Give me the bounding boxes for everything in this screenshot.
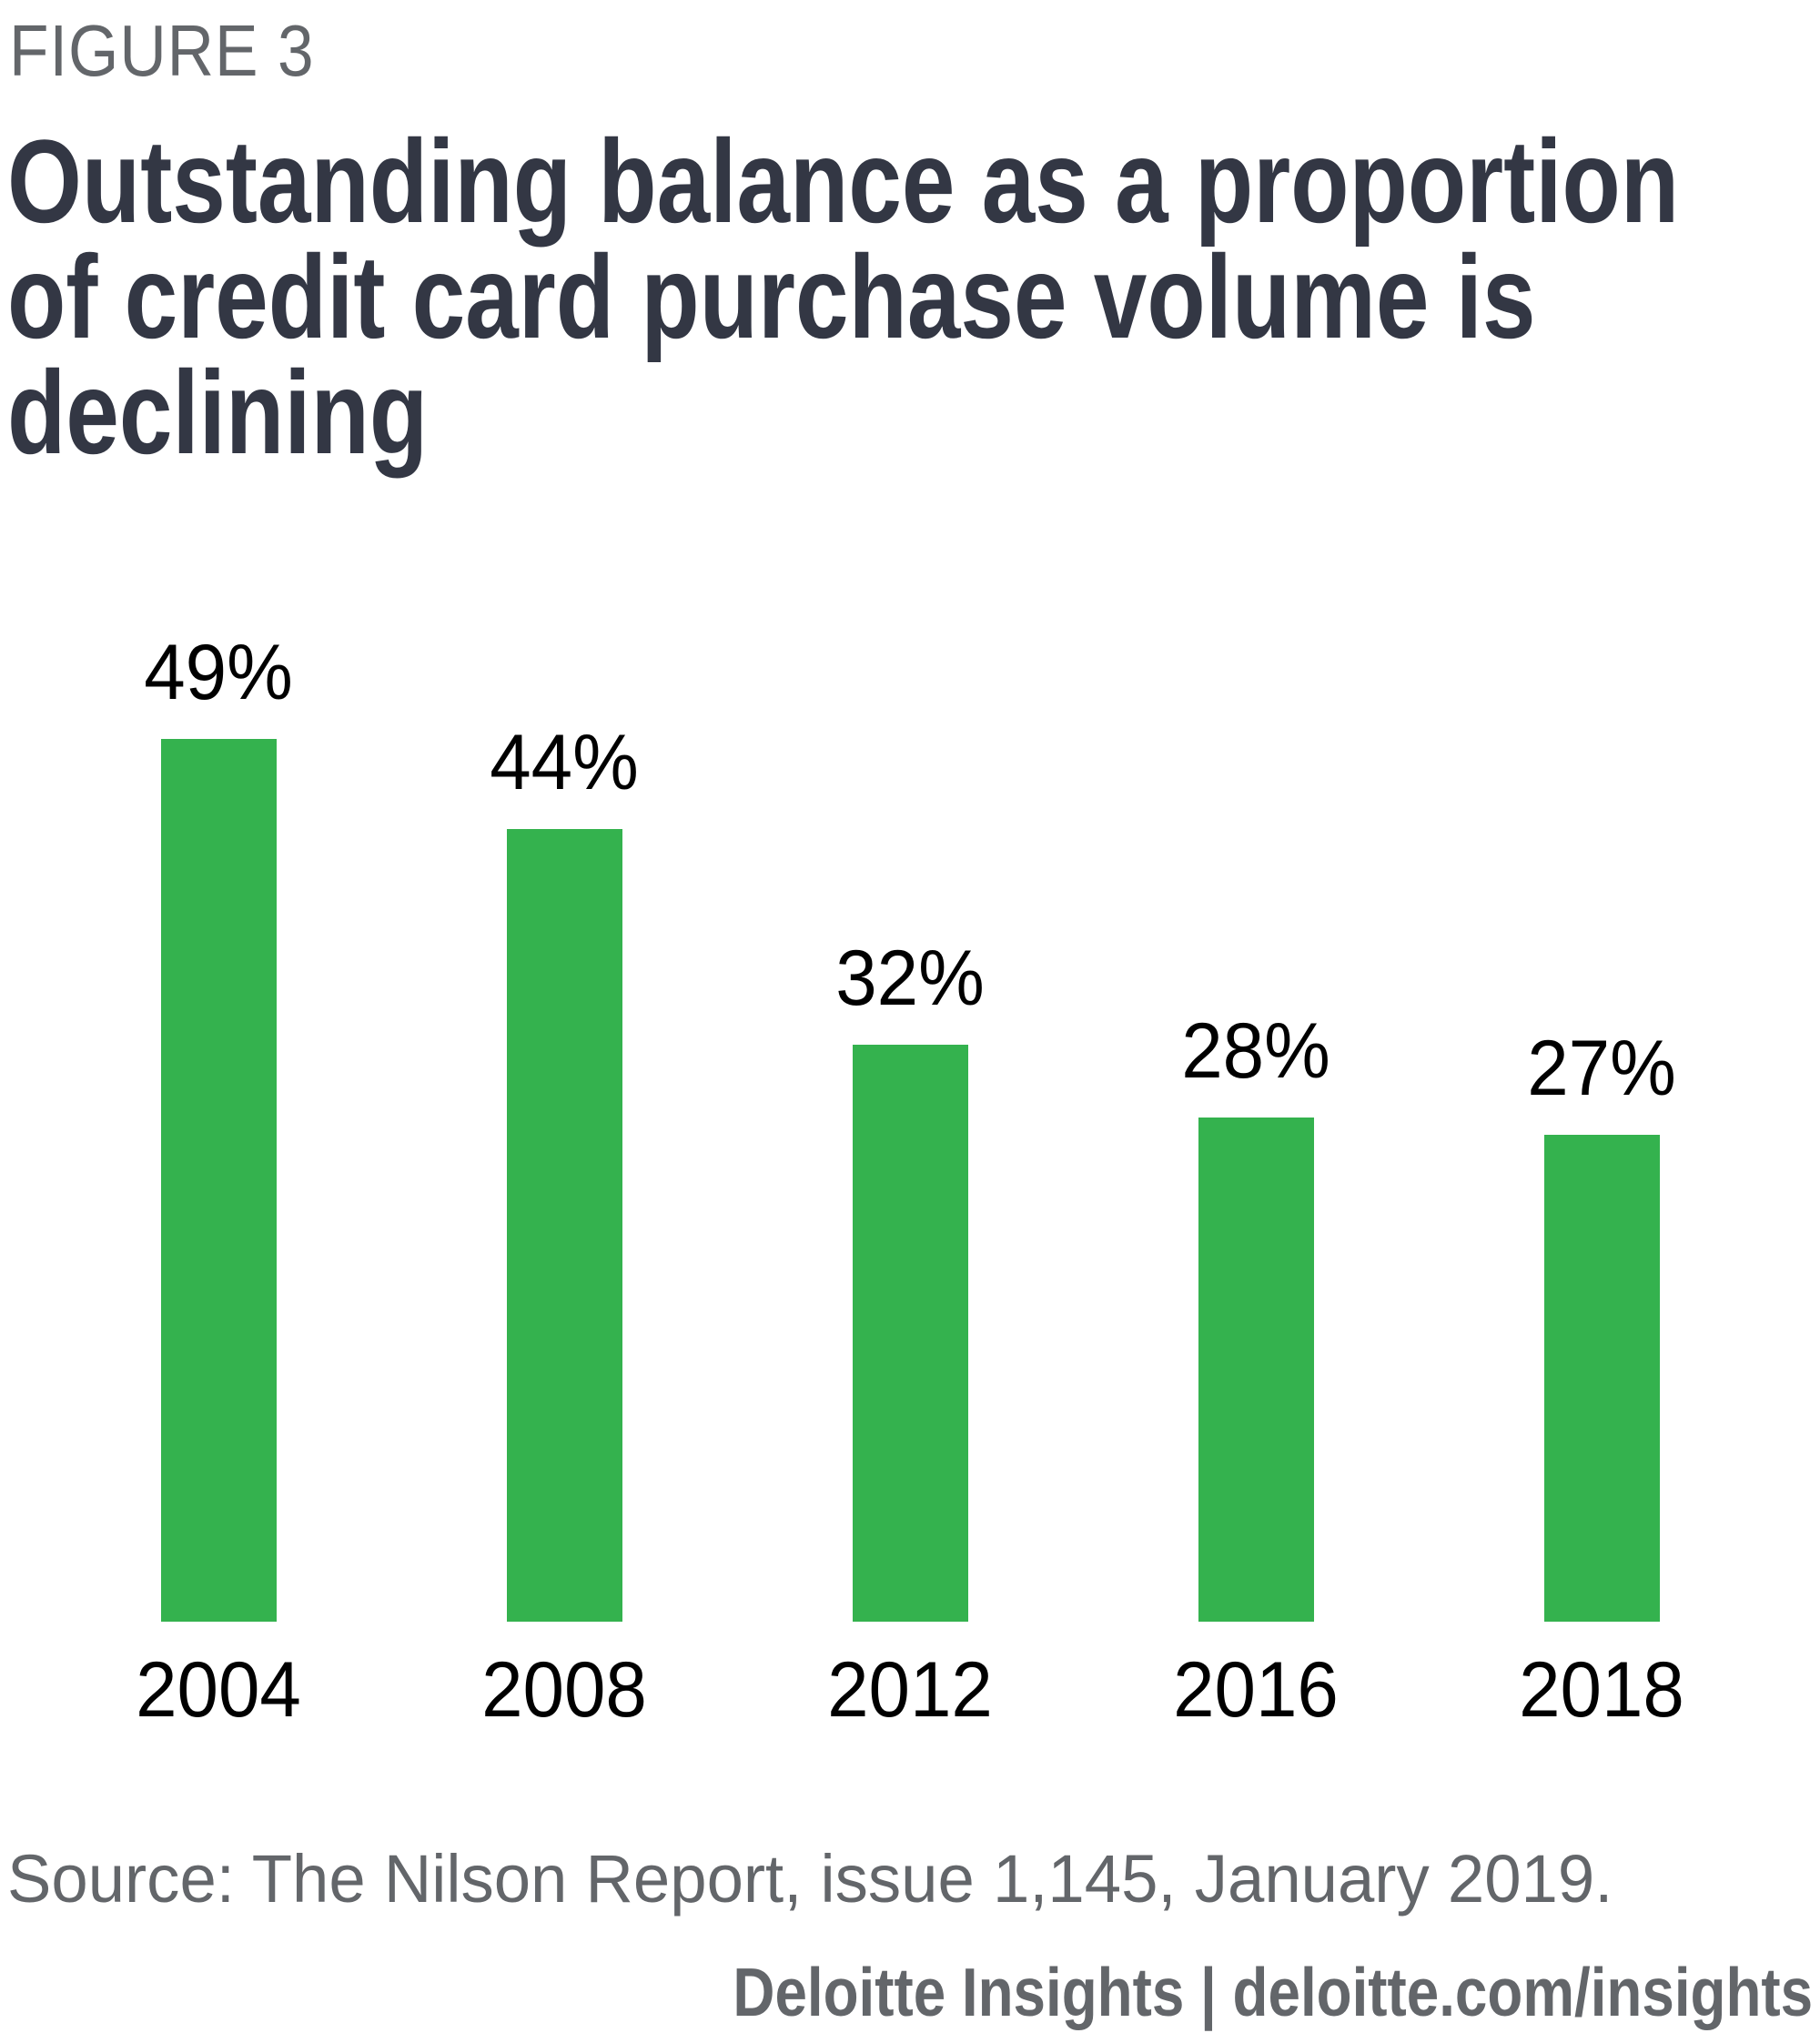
bar-group-2016: 28% 2016 (1083, 573, 1429, 1729)
bar-2018 (1543, 1135, 1660, 1622)
x-axis-label: 2008 (481, 1646, 647, 1734)
bar-group-2012: 32% 2012 (737, 573, 1083, 1729)
source-note: Source: The Nilson Report, issue 1,145, … (7, 1841, 1613, 1917)
x-axis-label: 2016 (1173, 1646, 1339, 1734)
bar-2004 (160, 739, 277, 1622)
deloitte-insights-attribution: Deloitte Insights | deloitte.com/insight… (733, 1954, 1813, 2030)
bar-group-2008: 44% 2008 (391, 573, 737, 1729)
x-axis-label: 2012 (827, 1646, 993, 1734)
bar-value-label: 27% (1527, 1025, 1676, 1112)
figure-number-label: FIGURE 3 (9, 10, 315, 91)
bar-2012 (852, 1045, 968, 1622)
bar-group-2018: 27% 2018 (1429, 573, 1774, 1729)
chart-title: Outstanding balance as a proportion of c… (7, 115, 1680, 479)
bar-group-2004: 49% 2004 (46, 573, 391, 1729)
bar-value-label: 49% (144, 629, 293, 716)
x-axis-label: 2004 (136, 1646, 301, 1734)
bar-2008 (506, 829, 622, 1622)
bar-value-label: 32% (835, 935, 985, 1022)
x-axis-label: 2018 (1519, 1646, 1684, 1734)
bar-value-label: 44% (490, 719, 639, 806)
bar-2016 (1198, 1118, 1314, 1622)
bar-value-label: 28% (1181, 1007, 1330, 1095)
bar-chart: 49% 2004 44% 2008 32% 2012 28% 2016 27% 2018 (46, 573, 1774, 1729)
